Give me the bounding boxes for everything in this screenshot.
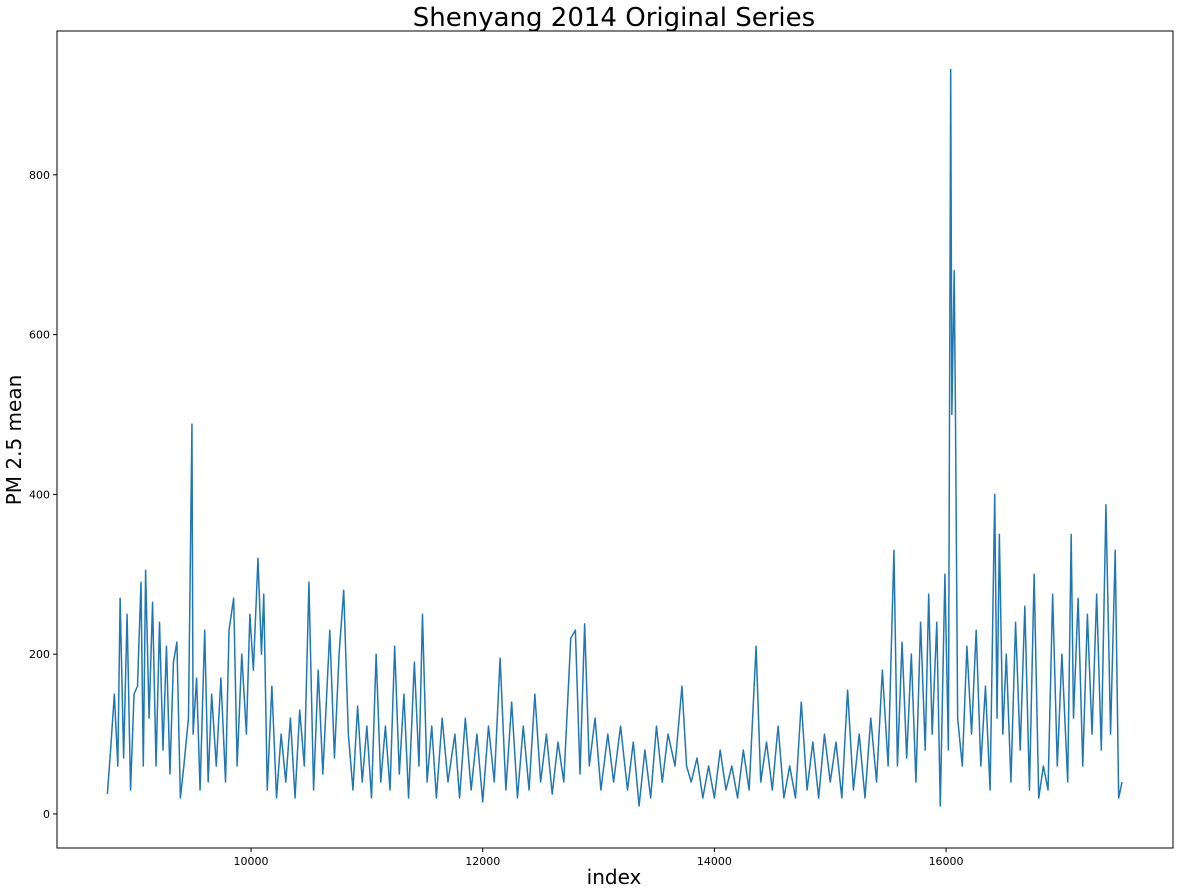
y-tick-label: 800	[29, 169, 50, 182]
data-line	[106, 68, 1123, 807]
y-tick-label: 400	[29, 488, 50, 501]
x-tick-label: 14000	[697, 855, 732, 868]
chart-title: Shenyang 2014 Original Series	[413, 3, 815, 33]
plot-frame	[56, 30, 1174, 849]
y-axis-label: PM 2.5 mean	[2, 375, 26, 506]
y-tick-label: 200	[29, 648, 50, 661]
y-tick-label: 0	[43, 808, 50, 821]
x-tick-label: 12000	[465, 855, 500, 868]
x-axis-label: index	[587, 865, 642, 889]
y-tick-label: 600	[29, 329, 50, 342]
x-tick-label: 16000	[929, 855, 964, 868]
x-tick-label: 10000	[234, 855, 269, 868]
